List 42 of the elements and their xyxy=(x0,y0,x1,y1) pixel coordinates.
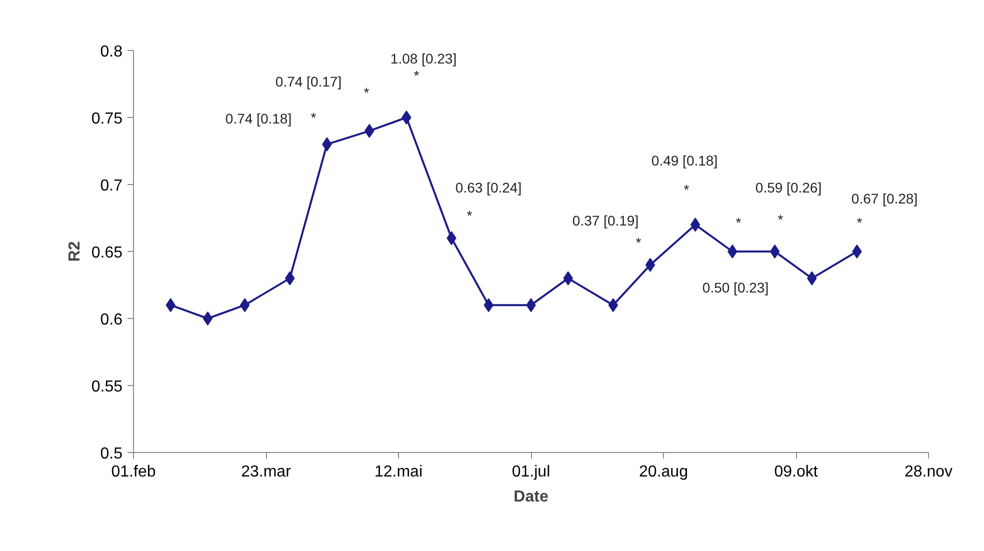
annotation: 0.37 [0.19] xyxy=(572,212,639,228)
annotation: * xyxy=(414,68,420,84)
y-tick-label: 0.65 xyxy=(91,244,123,262)
annotation: 0.59 [0.26] xyxy=(755,180,822,196)
x-axis-title: Date xyxy=(514,488,548,506)
annotation: 0.67 [0.28] xyxy=(851,190,918,206)
annotation: 0.50 [0.23] xyxy=(702,280,769,296)
x-tick-label: 20.aug xyxy=(639,464,688,480)
point xyxy=(202,312,213,326)
y-axis-title: R2 xyxy=(66,241,84,262)
annotation: * xyxy=(364,84,370,100)
y-tick-label: 0.75 xyxy=(91,110,123,128)
annotation: 1.08 [0.23] xyxy=(390,50,457,66)
annotation: * xyxy=(856,214,863,230)
point xyxy=(728,244,738,258)
y-tick-label: 0.55 xyxy=(91,378,123,396)
annotation: 0.74 [0.17] xyxy=(275,74,342,90)
annotation: 0.74 [0.18] xyxy=(225,110,292,126)
x-tick-label: 23.mar xyxy=(241,464,292,480)
point xyxy=(240,298,250,312)
y-tick-label: 0.5 xyxy=(100,446,123,462)
annotation: * xyxy=(310,110,317,126)
y-tick-label: 0.7 xyxy=(100,178,123,194)
x-tick-label: 12.mai xyxy=(374,464,423,480)
annotation: * xyxy=(778,212,784,228)
point xyxy=(645,258,656,272)
point xyxy=(770,244,780,258)
point xyxy=(852,244,862,258)
annotation: 0.63 [0.24] xyxy=(455,180,522,196)
point xyxy=(690,218,700,232)
y-tick-label: 0.8 xyxy=(100,44,123,60)
annotation: * xyxy=(636,234,642,250)
x-tick-label: 09.okt xyxy=(774,464,818,480)
y-tick-label: 0.6 xyxy=(100,312,123,328)
x-tick-label: 01.feb xyxy=(111,464,156,480)
x-tick-label: 01.jul xyxy=(512,464,550,480)
point xyxy=(402,110,412,124)
annotation: * xyxy=(684,182,690,198)
annotation: 0.49 [0.18] xyxy=(651,152,718,168)
annotation: * xyxy=(466,208,473,224)
x-tick-label: 28.nov xyxy=(904,464,953,480)
annotation: * xyxy=(736,214,742,230)
